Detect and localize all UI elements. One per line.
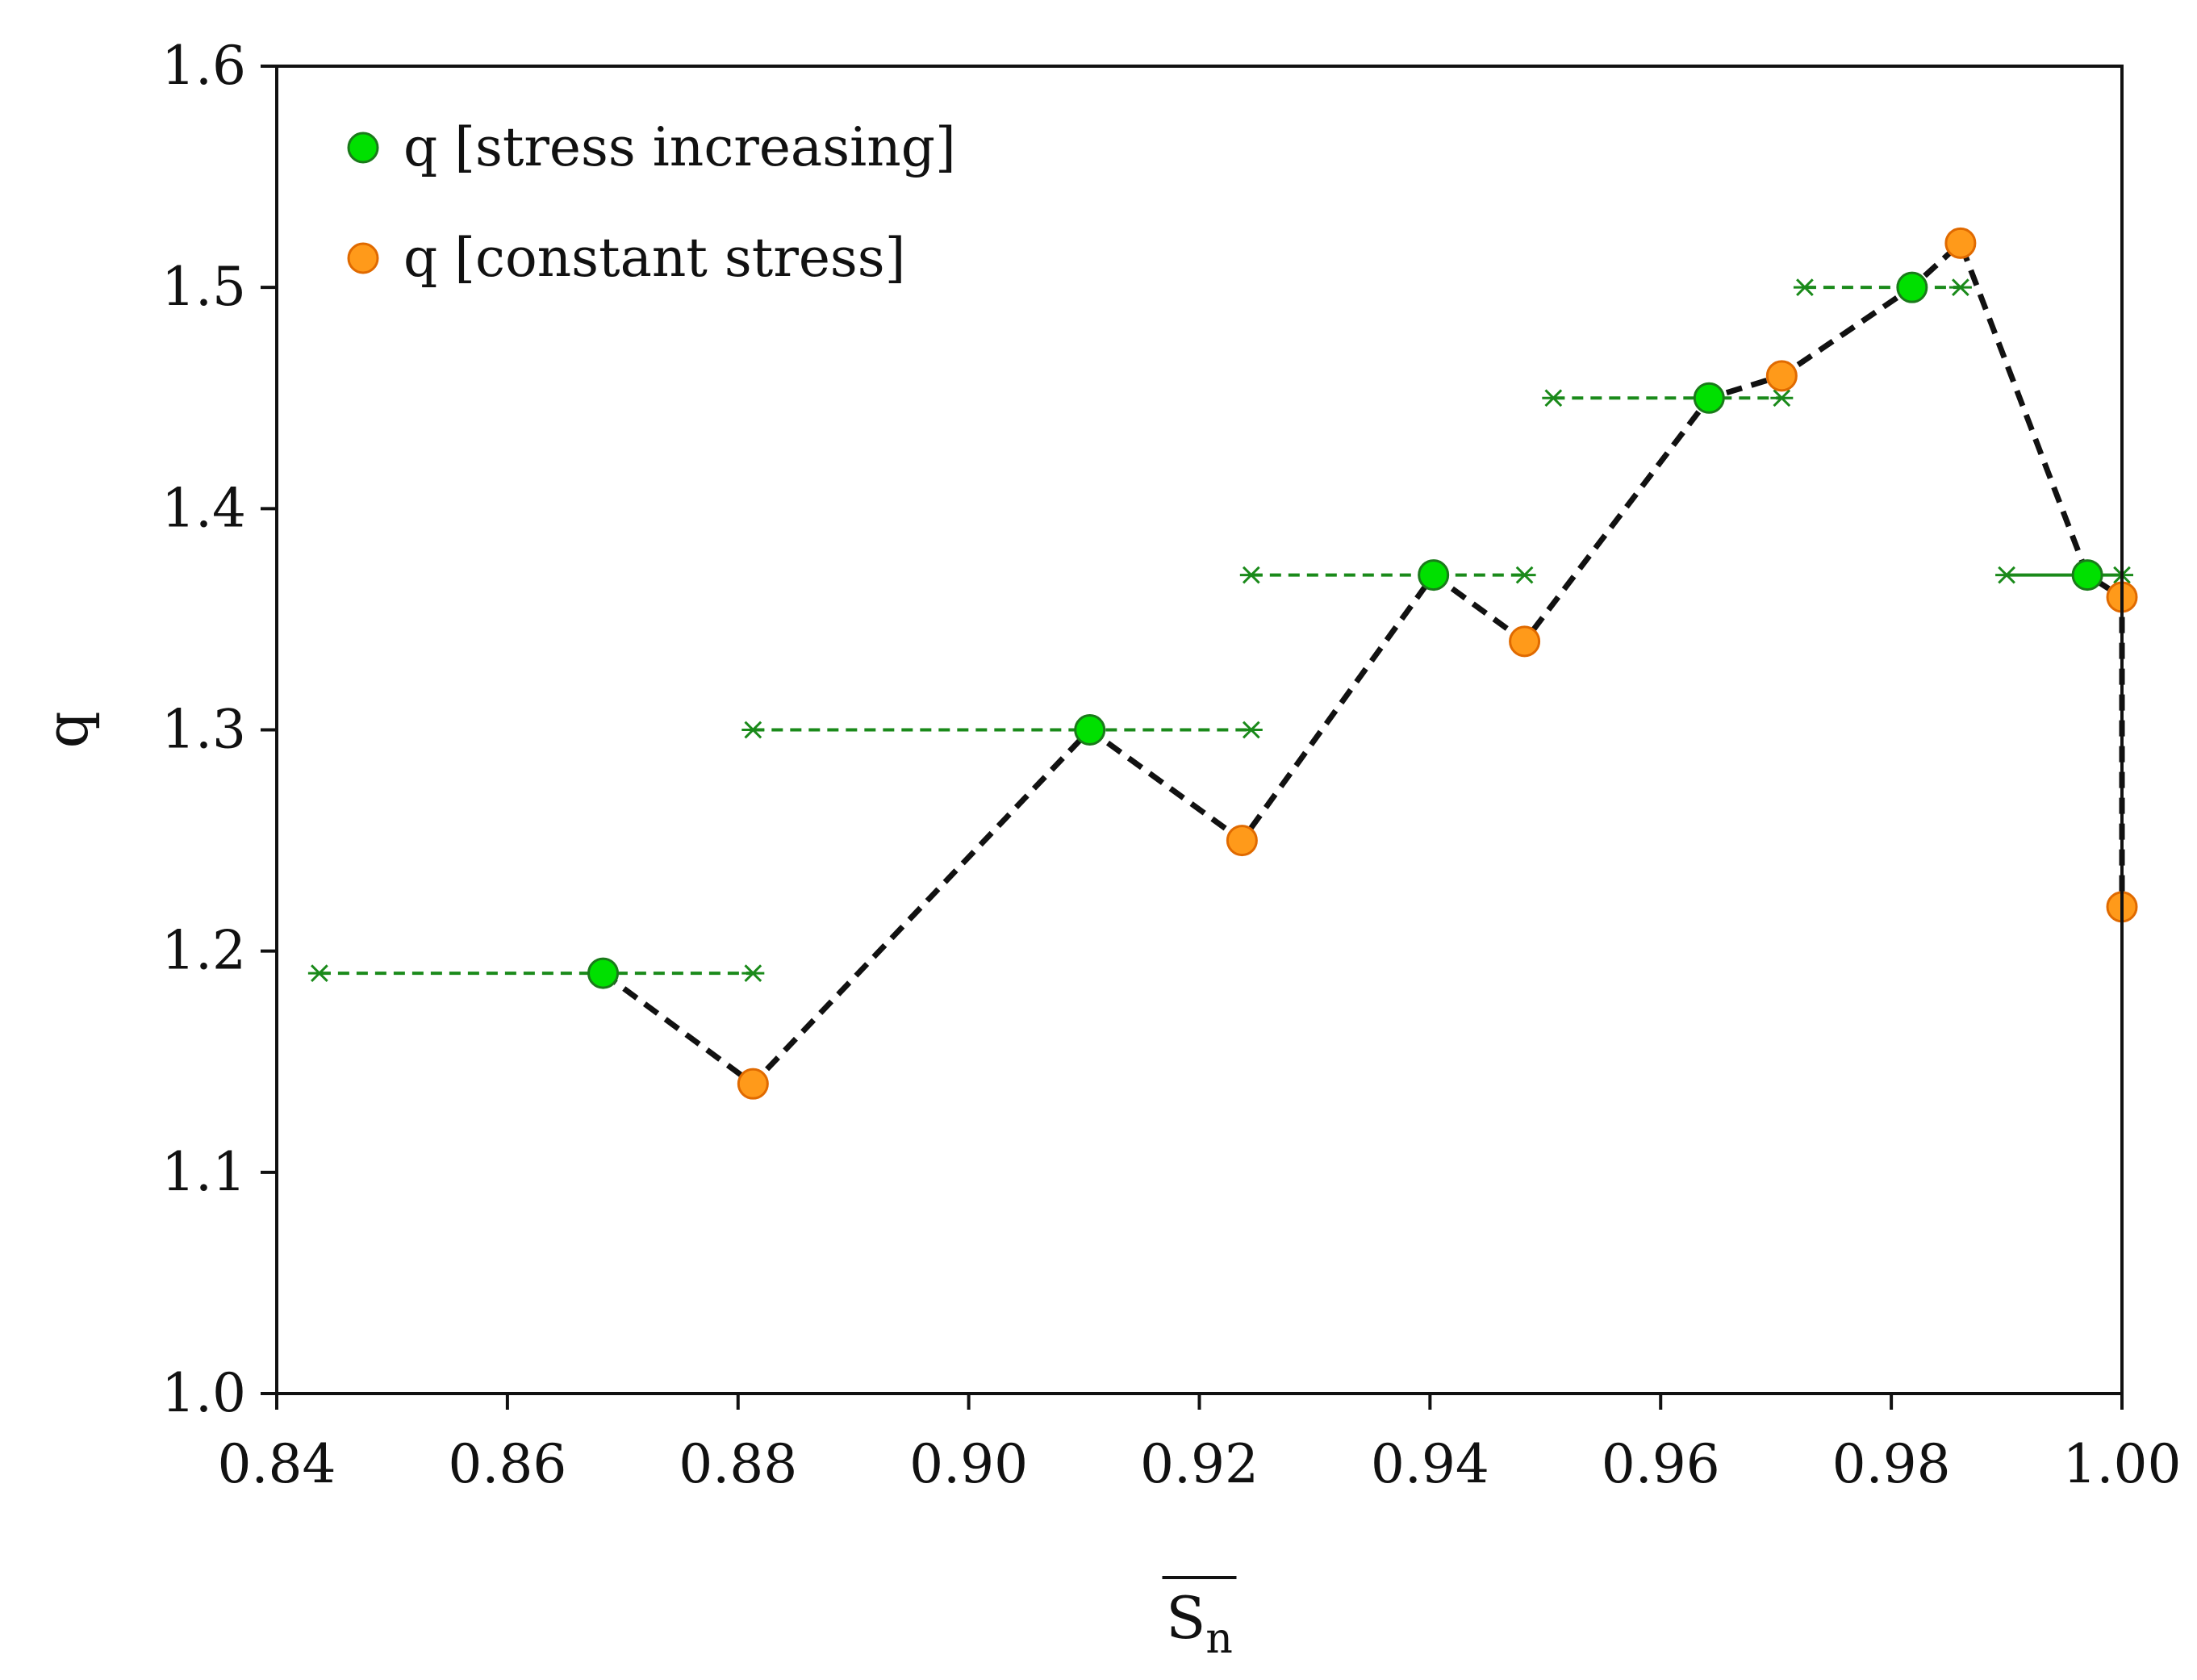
range-end-marker	[1542, 389, 1565, 407]
x-tick-label: 0.88	[679, 1433, 797, 1495]
y-axis-label: q	[33, 711, 101, 748]
constant-stress-point	[1944, 227, 1977, 259]
constant-stress-point	[1765, 360, 1798, 392]
x-tick-label: 0.96	[1602, 1433, 1720, 1495]
range-end-marker	[1948, 278, 1972, 297]
connecting-line	[601, 240, 2125, 1087]
y-tick-label: 1.3	[161, 699, 246, 761]
x-tick-label: 0.94	[1371, 1433, 1489, 1495]
axes-layer: 0.84 0.86 0.88 0.90 0.92 0.94 0.96 0.98 1.00 1.0 1…	[33, 35, 2181, 1663]
x-axis-label: Sn	[1166, 1584, 1233, 1663]
x-tick-label: 0.86	[448, 1433, 566, 1495]
range-end-marker	[741, 721, 765, 739]
constant-stress-point	[737, 1068, 769, 1100]
constant-stress-point	[1226, 825, 1258, 857]
y-tick-label: 1.2	[161, 920, 246, 982]
legend-entry-constant-stress: q [constant stress]	[347, 227, 905, 289]
range-end-marker	[1513, 566, 1536, 584]
legend-label: q [constant stress]	[403, 227, 905, 289]
stress-increasing-point	[1418, 559, 1450, 591]
y-tick-label: 1.6	[161, 35, 246, 97]
legend-label: q [stress increasing]	[403, 116, 956, 178]
legend-marker	[347, 132, 379, 164]
constant-stress-point	[1509, 625, 1541, 658]
y-tick-label: 1.4	[161, 477, 246, 539]
range-end-marker	[741, 964, 765, 982]
range-end-marker	[307, 964, 331, 982]
range-end-marker	[1793, 278, 1816, 297]
x-tick-label: 0.84	[218, 1433, 336, 1495]
range-end-marker	[1995, 566, 2019, 584]
stress-increasing-point	[1074, 714, 1106, 746]
stress-increasing-point	[2071, 559, 2103, 591]
legend-marker	[347, 242, 379, 274]
range-bars-layer	[307, 278, 2133, 982]
stress-increasing-point	[587, 957, 620, 989]
stress-increasing-point	[1693, 382, 1725, 414]
x-tick-label: 0.90	[909, 1433, 1028, 1495]
x-tick-label: 1.00	[2063, 1433, 2182, 1495]
connecting-line-layer	[601, 240, 2125, 1087]
legend: q [stress increasing] q [constant stress]	[347, 116, 956, 289]
range-end-marker	[1239, 566, 1263, 584]
x-tick-label: 0.92	[1140, 1433, 1259, 1495]
legend-entry-stress-increasing: q [stress increasing]	[347, 116, 956, 178]
stress-increasing-point	[1896, 271, 1928, 303]
range-end-marker	[1239, 721, 1263, 739]
y-tick-label: 1.0	[161, 1362, 246, 1424]
y-tick-label: 1.1	[161, 1141, 246, 1203]
range-end-marker	[1770, 389, 1794, 407]
data-points-layer	[587, 227, 2138, 1100]
y-tick-label: 1.5	[161, 256, 246, 318]
x-tick-label: 0.98	[1832, 1433, 1951, 1495]
